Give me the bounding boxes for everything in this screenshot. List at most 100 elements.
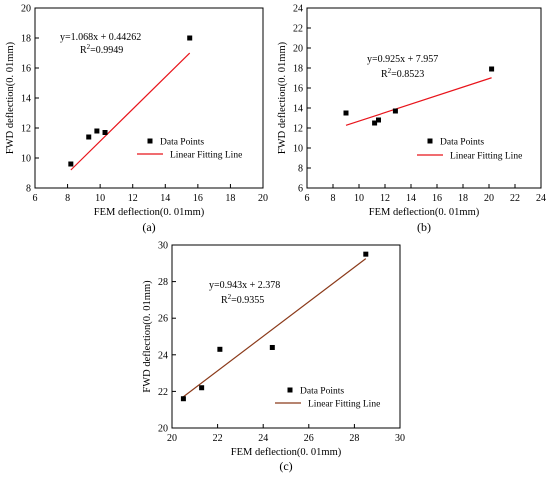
data-point [372, 120, 378, 126]
panel-label: (c) [279, 459, 292, 473]
x-tick-label: 10 [354, 193, 364, 204]
y-axis-label: FWD deflection(0. 01mm) [277, 41, 288, 154]
y-tick-label: 24 [293, 4, 303, 15]
x-tick-label: 18 [225, 193, 235, 204]
legend-point-marker [147, 138, 153, 144]
fit-equation: y=0.943x + 2.378 [209, 280, 280, 291]
data-point [68, 161, 74, 167]
y-tick-label: 20 [158, 424, 168, 435]
y-tick-label: 22 [293, 24, 303, 35]
data-point [363, 251, 369, 257]
panel-label: (a) [142, 220, 155, 234]
x-tick-label: 20 [484, 193, 494, 204]
plot-frame [306, 7, 542, 189]
y-tick-label: 18 [21, 34, 31, 45]
r-squared-sup: 2 [228, 293, 232, 301]
x-tick-label: 20 [258, 193, 268, 204]
y-tick-label: 14 [293, 104, 303, 115]
x-axis-label: FEM deflection(0. 01mm) [369, 207, 480, 218]
data-point [217, 346, 223, 352]
r-squared: R2=0.8523 [381, 67, 424, 80]
x-tick-label: 16 [432, 193, 442, 204]
plot-frame [171, 244, 401, 429]
data-point [86, 134, 92, 140]
legend-points-label: Data Points [300, 387, 344, 397]
data-point [102, 130, 108, 135]
x-tick-label: 14 [406, 193, 416, 204]
chart-panel-1: 6 8 10 12 14 16 18 20 22 24 6 8 10 12 14 16 18 20 22 24 FEM … [277, 4, 546, 235]
y-tick-label: 22 [158, 387, 168, 398]
r-squared-value: =0.9949 [90, 45, 123, 56]
y-tick-label: 28 [158, 277, 168, 288]
y-tick-label: 8 [26, 184, 31, 195]
y-axis-label: FWD deflection(0. 01mm) [5, 41, 16, 154]
fit-equation: y=1.068x + 0.44262 [60, 32, 141, 43]
r-squared-prefix: R [221, 295, 228, 306]
y-tick-label: 14 [21, 94, 31, 105]
y-tick-label: 30 [158, 241, 168, 252]
x-tick-label: 14 [160, 193, 170, 204]
x-tick-label: 12 [380, 193, 390, 204]
x-tick-label: 16 [193, 193, 203, 204]
x-tick-label: 6 [33, 193, 38, 204]
legend-point-marker [427, 138, 433, 144]
y-tick-label: 8 [298, 164, 303, 175]
y-tick-label: 18 [293, 64, 303, 75]
data-point [94, 128, 100, 134]
r-squared-sup: 2 [87, 43, 91, 51]
r-squared-value: =0.9355 [231, 295, 264, 306]
x-axis-label: FEM deflection(0. 01mm) [231, 447, 342, 458]
x-tick-label: 20 [167, 433, 177, 444]
fit-line [70, 52, 191, 171]
y-tick-label: 24 [158, 350, 168, 361]
y-tick-label: 26 [158, 314, 168, 325]
x-tick-label: 28 [349, 433, 359, 444]
y-tick-label: 12 [293, 124, 303, 135]
x-tick-label: 24 [536, 193, 546, 204]
x-tick-label: 10 [95, 193, 105, 204]
legend-line-label: Linear Fitting Line [170, 151, 242, 161]
x-tick-label: 22 [213, 433, 223, 444]
data-point [376, 117, 381, 123]
x-tick-label: 30 [395, 433, 405, 444]
x-tick-label: 8 [331, 193, 336, 204]
legend-points-label: Data Points [440, 138, 484, 148]
legend-line-label: Linear Fitting Line [308, 400, 380, 410]
y-tick-label: 12 [21, 124, 31, 135]
x-tick-label: 8 [65, 193, 70, 204]
x-tick-label: 26 [304, 433, 314, 444]
y-tick-label: 20 [21, 4, 31, 15]
legend-line-label: Linear Fitting Line [450, 152, 522, 162]
panel-label: (b) [417, 220, 431, 234]
data-point [269, 344, 275, 350]
y-tick-label: 16 [21, 64, 31, 75]
data-point [392, 108, 398, 114]
y-axis-label: FWD deflection(0. 01mm) [142, 280, 153, 393]
x-tick-label: 6 [305, 193, 310, 204]
y-tick-label: 10 [293, 144, 303, 155]
fit-line [183, 258, 367, 398]
r-squared: R2=0.9949 [80, 43, 123, 56]
x-tick-label: 12 [128, 193, 138, 204]
r-squared-value: =0.8523 [391, 69, 424, 80]
legend-points-label: Data Points [160, 138, 204, 148]
r-squared: R2=0.9355 [221, 293, 264, 306]
y-tick-label: 16 [293, 84, 303, 95]
r-squared-prefix: R [381, 69, 388, 80]
y-tick-label: 10 [21, 154, 31, 165]
r-squared-prefix: R [80, 45, 87, 56]
x-axis-label: FEM deflection(0. 01mm) [94, 207, 205, 218]
data-point [180, 396, 186, 402]
fit-equation: y=0.925x + 7.957 [367, 54, 438, 65]
y-tick-label: 6 [298, 184, 303, 195]
x-tick-label: 24 [258, 433, 268, 444]
data-point [199, 385, 205, 391]
x-tick-label: 22 [510, 193, 520, 204]
y-tick-label: 20 [293, 44, 303, 55]
x-tick-label: 18 [458, 193, 468, 204]
legend-point-marker [287, 387, 293, 393]
chart-panel-2: 20 22 24 26 28 30 20 22 24 26 28 30 FEM deflection(0… [142, 241, 405, 474]
data-point [343, 110, 349, 116]
